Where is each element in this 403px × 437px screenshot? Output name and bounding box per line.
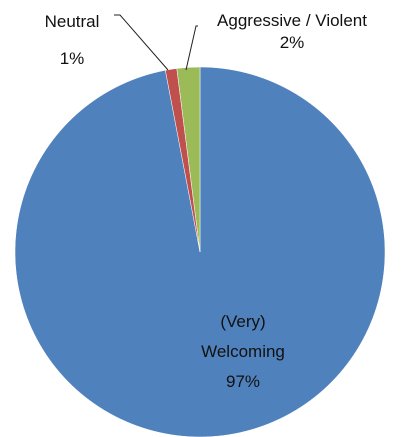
- slice-label-welcoming-line1: (Very): [220, 312, 265, 331]
- pie-slices: [14, 66, 386, 437]
- pie-slice-aggressive-violent: [176, 66, 201, 253]
- slice-label-aggressive-violent: Aggressive / Violent: [217, 11, 367, 30]
- slice-label-neutral: Neutral: [45, 12, 100, 31]
- slice-value-aggressive-violent: 2%: [280, 33, 305, 52]
- leader-line-neutral: [114, 14, 169, 71]
- slice-value-welcoming: 97%: [226, 372, 260, 391]
- slice-value-neutral: 1%: [60, 49, 85, 68]
- leader-line-aggressive-violent: [185, 25, 198, 71]
- slice-label-welcoming-line2: Welcoming: [201, 342, 285, 361]
